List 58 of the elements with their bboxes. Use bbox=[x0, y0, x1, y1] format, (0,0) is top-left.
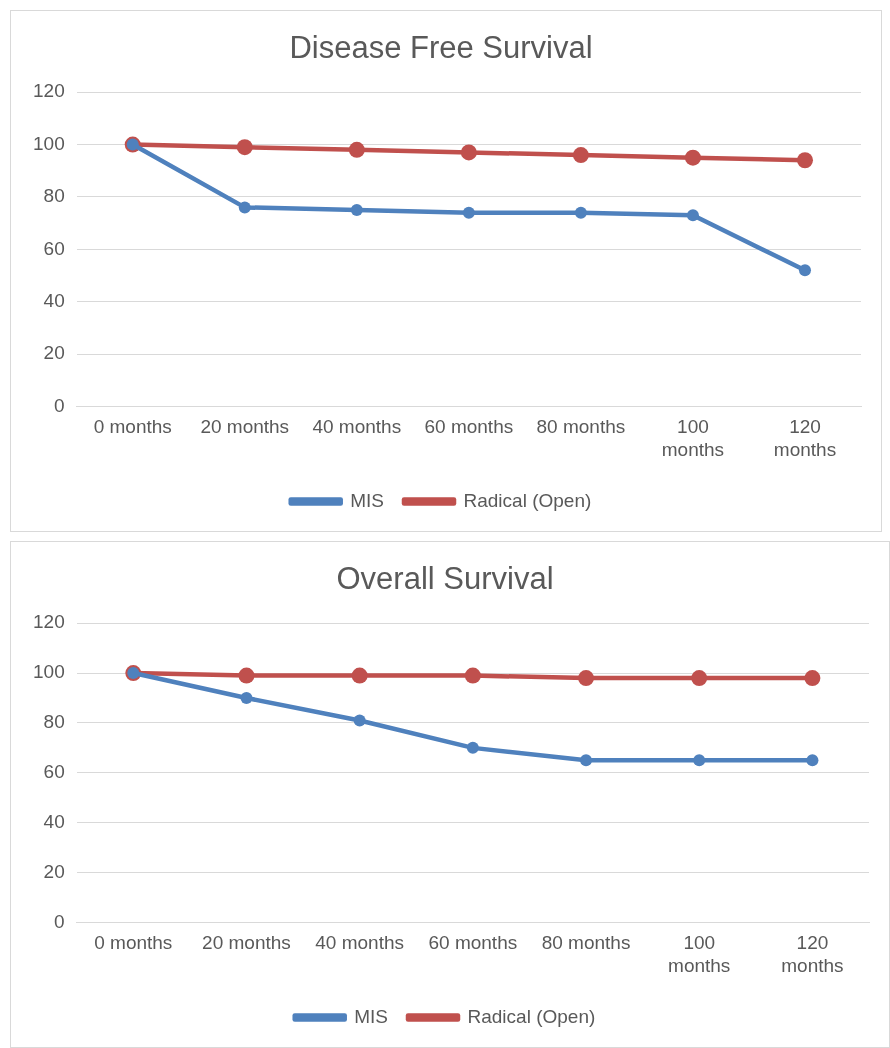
point bbox=[348, 141, 365, 158]
x-tick-label: 40 months bbox=[315, 932, 405, 954]
y-tick-label: 40 bbox=[43, 289, 65, 311]
point bbox=[238, 201, 251, 214]
legend-label: Radical (Open) bbox=[463, 489, 592, 511]
y-tick-label: 60 bbox=[43, 237, 65, 259]
y-tick-label: 80 bbox=[43, 711, 65, 733]
y-tick-label: 20 bbox=[43, 860, 65, 882]
point bbox=[806, 754, 819, 767]
legend-label: MIS bbox=[350, 489, 384, 511]
x-tick-label: 80 months bbox=[536, 416, 626, 438]
point bbox=[236, 139, 253, 156]
x-tick-label: 20 months bbox=[202, 932, 291, 954]
point bbox=[460, 144, 477, 161]
point bbox=[238, 667, 255, 684]
point bbox=[693, 754, 706, 767]
point bbox=[578, 670, 595, 687]
x-tick-label: 80 months bbox=[541, 932, 631, 954]
x-tick-label: 40 months bbox=[312, 416, 402, 438]
point bbox=[350, 204, 363, 217]
point bbox=[353, 714, 366, 727]
point bbox=[574, 206, 587, 219]
point bbox=[466, 741, 479, 754]
point bbox=[351, 667, 368, 684]
chart-title: Overall Survival bbox=[336, 561, 554, 597]
point bbox=[684, 149, 701, 166]
y-tick-label: 0 bbox=[54, 910, 65, 932]
legend-label: Radical (Open) bbox=[467, 1005, 596, 1027]
y-tick-label: 100 bbox=[33, 661, 65, 683]
x-tick-label: 0 months bbox=[93, 416, 172, 438]
point bbox=[686, 209, 699, 222]
x-tick-label: 0 months bbox=[94, 932, 173, 954]
x-tick-label: 60 months bbox=[428, 932, 518, 954]
x-tick-label: 20 months bbox=[200, 416, 290, 438]
x-tick-label: 100 months bbox=[668, 932, 731, 976]
chart-title: Disease Free Survival bbox=[289, 30, 593, 66]
point bbox=[798, 264, 811, 277]
x-tick-label: 60 months bbox=[424, 416, 514, 438]
point bbox=[572, 147, 589, 164]
x-tick-label: 120 months bbox=[773, 416, 837, 460]
point bbox=[804, 670, 821, 687]
x-tick-label: 120 months bbox=[781, 932, 844, 976]
y-tick-label: 100 bbox=[33, 132, 65, 154]
y-tick-label: 120 bbox=[33, 611, 65, 633]
y-tick-label: 40 bbox=[43, 810, 65, 832]
point bbox=[796, 152, 813, 169]
y-tick-label: 20 bbox=[43, 342, 65, 364]
point bbox=[464, 667, 481, 684]
y-tick-label: 120 bbox=[33, 80, 65, 102]
legend-label: MIS bbox=[354, 1005, 388, 1027]
x-tick-label: 100 months bbox=[661, 416, 725, 460]
y-tick-label: 0 bbox=[54, 394, 65, 416]
point bbox=[240, 692, 253, 704]
y-tick-label: 60 bbox=[43, 761, 65, 783]
point bbox=[691, 670, 708, 687]
y-tick-label: 80 bbox=[43, 185, 65, 207]
point bbox=[580, 754, 593, 767]
point bbox=[462, 206, 475, 219]
